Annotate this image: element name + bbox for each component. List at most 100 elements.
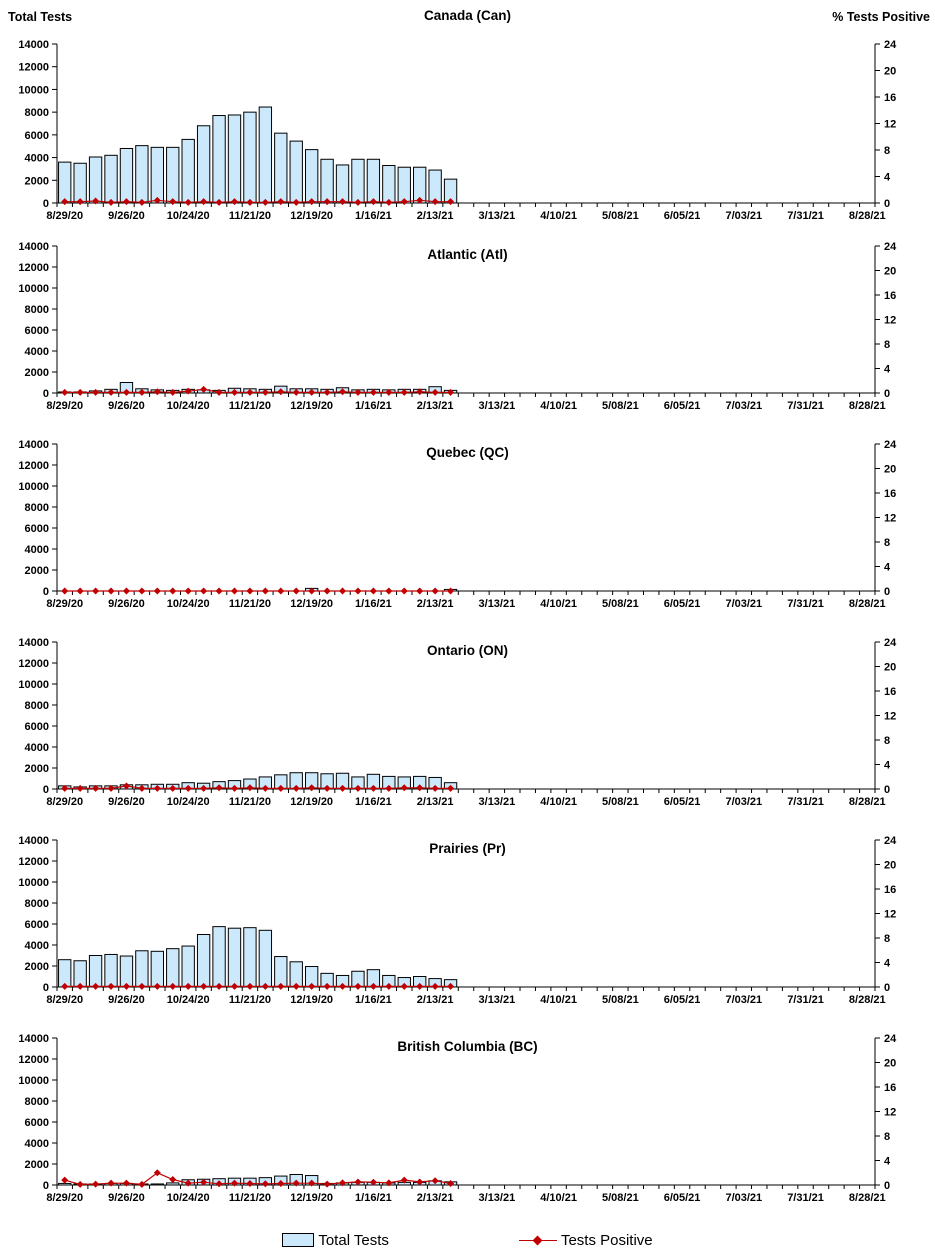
- svg-text:4: 4: [884, 562, 891, 574]
- svg-text:14000: 14000: [18, 1033, 49, 1045]
- svg-text:8: 8: [884, 735, 890, 747]
- svg-text:4: 4: [884, 760, 891, 772]
- legend-item-total-tests: Total Tests: [282, 1232, 389, 1249]
- svg-text:8000: 8000: [25, 1096, 49, 1108]
- legend-item-tests-positive: Tests Positive: [518, 1232, 653, 1249]
- svg-text:7/03/21: 7/03/21: [725, 400, 762, 412]
- ontario-plot: 0 2000 4000 6000 8000 10000 12000 14000 0 4 8 12 16 2…: [18, 637, 897, 808]
- quebec-plot: 0 2000 4000 6000 8000 10000 12000 14000 0 4 8 12 16 2…: [18, 439, 897, 610]
- svg-text:7/31/21: 7/31/21: [787, 598, 824, 610]
- svg-text:0: 0: [884, 982, 890, 994]
- svg-text:12000: 12000: [18, 62, 49, 74]
- svg-text:7/03/21: 7/03/21: [725, 796, 762, 808]
- svg-text:14000: 14000: [18, 835, 49, 847]
- svg-text:8/28/21: 8/28/21: [849, 210, 886, 222]
- prairies-plot: 0 2000 4000 6000 8000 10000 12000 14000 0 4 8 12 16 2…: [18, 835, 897, 1006]
- svg-text:0: 0: [43, 982, 49, 994]
- svg-text:7/03/21: 7/03/21: [725, 210, 762, 222]
- svg-text:9/26/20: 9/26/20: [108, 598, 145, 610]
- chart-atlantic: Atlantic (Atl) 0 2000 4000 6000 8000 10000 120…: [0, 234, 935, 432]
- svg-text:1/16/21: 1/16/21: [355, 796, 392, 808]
- svg-text:6/05/21: 6/05/21: [664, 994, 701, 1006]
- svg-text:8: 8: [884, 933, 890, 945]
- svg-text:14000: 14000: [18, 637, 49, 649]
- svg-text:8/28/21: 8/28/21: [849, 400, 886, 412]
- svg-text:0: 0: [43, 1180, 49, 1192]
- svg-text:12/19/20: 12/19/20: [290, 210, 333, 222]
- svg-text:16: 16: [884, 884, 896, 896]
- svg-text:4000: 4000: [25, 346, 49, 358]
- svg-text:4/10/21: 4/10/21: [540, 796, 577, 808]
- svg-text:2/13/21: 2/13/21: [417, 400, 454, 412]
- svg-text:12000: 12000: [18, 856, 49, 868]
- svg-text:1/16/21: 1/16/21: [355, 994, 392, 1006]
- svg-text:16: 16: [884, 1082, 896, 1094]
- chart-quebec: Quebec (QC) 0 2000 4000 6000 8000 10000 12000 1…: [0, 432, 935, 630]
- svg-text:10/24/20: 10/24/20: [167, 796, 210, 808]
- svg-text:11/21/20: 11/21/20: [229, 598, 271, 610]
- svg-text:10/24/20: 10/24/20: [167, 400, 210, 412]
- svg-text:7/03/21: 7/03/21: [725, 1192, 762, 1204]
- svg-text:9/26/20: 9/26/20: [108, 994, 145, 1006]
- svg-text:2000: 2000: [25, 763, 49, 775]
- svg-text:8: 8: [884, 1131, 890, 1143]
- svg-text:8000: 8000: [25, 898, 49, 910]
- svg-text:10/24/20: 10/24/20: [167, 598, 210, 610]
- svg-text:2000: 2000: [25, 565, 49, 577]
- legend: Total Tests Tests Positive: [0, 1224, 935, 1256]
- svg-text:0: 0: [43, 198, 49, 210]
- svg-text:8/29/20: 8/29/20: [46, 400, 83, 412]
- svg-text:6/05/21: 6/05/21: [664, 598, 701, 610]
- svg-text:0: 0: [884, 1180, 890, 1192]
- svg-text:1/16/21: 1/16/21: [355, 400, 392, 412]
- svg-text:9/26/20: 9/26/20: [108, 796, 145, 808]
- svg-text:12: 12: [884, 1107, 896, 1119]
- chart-prairies: Prairies (Pr) 0 2000 4000 6000 8000 10000 1200…: [0, 828, 935, 1026]
- svg-text:14000: 14000: [18, 39, 49, 51]
- svg-text:12: 12: [884, 909, 896, 921]
- svg-text:8000: 8000: [25, 502, 49, 514]
- svg-text:0: 0: [43, 388, 49, 400]
- svg-text:6/05/21: 6/05/21: [664, 1192, 701, 1204]
- svg-text:3/13/21: 3/13/21: [479, 598, 516, 610]
- svg-text:11/21/20: 11/21/20: [229, 400, 271, 412]
- svg-text:4000: 4000: [25, 940, 49, 952]
- svg-text:8/29/20: 8/29/20: [46, 994, 83, 1006]
- svg-text:9/26/20: 9/26/20: [108, 1192, 145, 1204]
- svg-text:20: 20: [884, 1058, 896, 1070]
- svg-text:6/05/21: 6/05/21: [664, 796, 701, 808]
- svg-text:5/08/21: 5/08/21: [602, 994, 639, 1006]
- svg-text:16: 16: [884, 686, 896, 698]
- legend-total-tests-label: Total Tests: [318, 1231, 389, 1249]
- svg-text:2000: 2000: [25, 367, 49, 379]
- svg-text:10000: 10000: [18, 679, 49, 691]
- svg-text:8000: 8000: [25, 107, 49, 119]
- svg-text:8000: 8000: [25, 304, 49, 316]
- svg-text:2/13/21: 2/13/21: [417, 796, 454, 808]
- svg-text:6000: 6000: [25, 325, 49, 337]
- svg-text:12: 12: [884, 711, 896, 723]
- svg-text:11/21/20: 11/21/20: [229, 1192, 271, 1204]
- svg-text:4: 4: [884, 172, 891, 184]
- svg-text:3/13/21: 3/13/21: [479, 400, 516, 412]
- svg-text:16: 16: [884, 488, 896, 500]
- svg-text:20: 20: [884, 860, 896, 872]
- svg-text:12: 12: [884, 513, 896, 525]
- svg-text:24: 24: [884, 439, 897, 451]
- svg-text:24: 24: [884, 1033, 897, 1045]
- svg-text:6000: 6000: [25, 919, 49, 931]
- svg-text:5/08/21: 5/08/21: [602, 796, 639, 808]
- svg-text:10/24/20: 10/24/20: [167, 1192, 210, 1204]
- svg-text:0: 0: [43, 784, 49, 796]
- svg-text:7/31/21: 7/31/21: [787, 210, 824, 222]
- svg-text:8/28/21: 8/28/21: [849, 994, 886, 1006]
- svg-text:16: 16: [884, 92, 896, 104]
- svg-text:12000: 12000: [18, 658, 49, 670]
- svg-text:24: 24: [884, 637, 897, 649]
- svg-text:4/10/21: 4/10/21: [540, 210, 577, 222]
- svg-text:14000: 14000: [18, 439, 49, 451]
- svg-text:0: 0: [884, 784, 890, 796]
- svg-text:2000: 2000: [25, 1159, 49, 1171]
- svg-text:1/16/21: 1/16/21: [355, 210, 392, 222]
- svg-text:10000: 10000: [18, 84, 49, 96]
